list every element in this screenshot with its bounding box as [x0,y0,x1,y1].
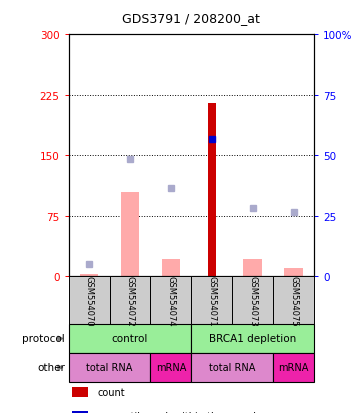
Text: BRCA1 depletion: BRCA1 depletion [209,334,296,344]
Bar [162,259,180,277]
Text: total RNA: total RNA [86,363,133,373]
Text: GSM554073: GSM554073 [248,275,257,326]
Bar [284,268,303,277]
Text: GSM554074: GSM554074 [166,275,175,326]
Text: GSM554070: GSM554070 [84,275,93,326]
Text: protocol: protocol [22,334,65,344]
Text: GDS3791 / 208200_at: GDS3791 / 208200_at [122,12,260,25]
Bar [80,274,98,277]
Text: percentile rank within the sample: percentile rank within the sample [97,411,262,413]
Text: mRNA: mRNA [156,363,186,373]
Text: GSM554075: GSM554075 [289,275,298,326]
Text: control: control [112,334,148,344]
Bar [121,192,139,277]
Text: count: count [97,387,125,397]
Text: other: other [37,363,65,373]
Text: GSM554071: GSM554071 [207,275,216,326]
Bar [208,104,216,277]
Text: mRNA: mRNA [278,363,309,373]
Bar [243,259,262,277]
Text: total RNA: total RNA [209,363,256,373]
Text: GSM554072: GSM554072 [126,275,134,326]
